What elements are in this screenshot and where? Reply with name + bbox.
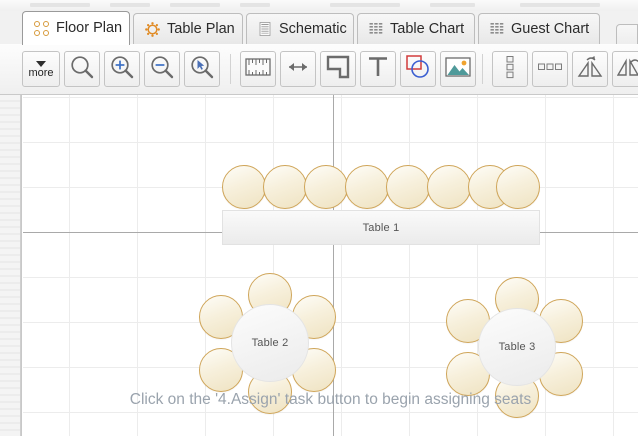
tab-floor-plan[interactable]: Floor Plan — [22, 11, 130, 45]
more-button[interactable]: more — [22, 51, 60, 87]
zoom-in-icon — [109, 54, 135, 85]
resize-width-button[interactable] — [280, 51, 316, 87]
axis-vertical — [333, 95, 334, 436]
align-vertical-button[interactable] — [492, 51, 528, 87]
toolbar-separator — [482, 54, 483, 84]
table-label: Table 3 — [498, 341, 536, 353]
text-t-icon — [367, 55, 389, 84]
zoom-in-button[interactable] — [104, 51, 140, 87]
chair[interactable] — [496, 165, 540, 209]
tab-table-plan[interactable]: Table Plan — [133, 13, 243, 44]
main-toolbar: more — [0, 44, 638, 95]
flip-horizontal-icon — [577, 55, 603, 84]
table-shape[interactable]: Table 1 — [222, 210, 540, 245]
dots-horizontal-icon — [537, 60, 563, 79]
floor-plan-icon — [34, 21, 49, 36]
view-tab-strip: Floor Plan Table Plan — [0, 11, 638, 55]
zoom-tool-button[interactable] — [64, 51, 100, 87]
more-caret-icon — [36, 61, 46, 67]
image-button[interactable] — [440, 51, 476, 87]
tab-label: Guest Chart — [511, 20, 590, 37]
horizontal-arrow-icon — [285, 58, 311, 81]
align-horizontal-button[interactable] — [532, 51, 568, 87]
chair[interactable] — [263, 165, 307, 209]
table-label: Table 2 — [251, 337, 289, 349]
chair[interactable] — [304, 165, 348, 209]
shapes-button[interactable] — [400, 51, 436, 87]
tab-label: Table Plan — [167, 20, 235, 37]
canvas-left-border — [21, 95, 22, 436]
more-label: more — [28, 67, 54, 79]
chair[interactable] — [386, 165, 430, 209]
tab-table-chart[interactable]: Table Chart — [357, 13, 475, 44]
chair[interactable] — [427, 165, 471, 209]
guest-chart-icon — [490, 22, 504, 36]
tab-label: Table Chart — [390, 20, 465, 37]
square-circle-icon — [405, 54, 431, 85]
table-shape[interactable]: Table 3 — [478, 308, 556, 386]
schematic-icon — [258, 22, 272, 36]
canvas-left-ruler — [0, 95, 21, 436]
zoom-out-button[interactable] — [144, 51, 180, 87]
chair[interactable] — [345, 165, 389, 209]
zoom-out-icon — [149, 54, 175, 85]
zoom-select-button[interactable] — [184, 51, 220, 87]
chair[interactable] — [222, 165, 266, 209]
ruler-icon — [245, 56, 271, 83]
magnifier-cursor-icon — [189, 54, 215, 85]
table-shape[interactable]: Table 2 — [231, 304, 309, 382]
wall-corner-icon — [326, 55, 350, 84]
flip-vertical-button[interactable] — [612, 51, 638, 87]
flip-vertical-icon — [616, 55, 638, 84]
text-tool-button[interactable] — [360, 51, 396, 87]
tab-schematic[interactable]: Schematic — [246, 13, 354, 44]
toolbar-separator — [230, 54, 231, 84]
measure-button[interactable] — [240, 51, 276, 87]
table-plan-icon — [145, 21, 160, 37]
tab-label: Schematic — [279, 20, 347, 37]
table-chart-icon — [369, 22, 383, 36]
floor-plan-canvas[interactable]: Table 1 Table 2 Table 3 — [0, 95, 638, 436]
tab-label: Floor Plan — [56, 20, 123, 37]
wall-shape-button[interactable] — [320, 51, 356, 87]
tab-guest-chart[interactable]: Guest Chart — [478, 13, 600, 44]
table-label: Table 1 — [362, 221, 400, 234]
magnifier-icon — [69, 54, 95, 85]
picture-icon — [445, 56, 471, 83]
dots-vertical-icon — [503, 55, 517, 84]
rotate-flip-button[interactable] — [572, 51, 608, 87]
